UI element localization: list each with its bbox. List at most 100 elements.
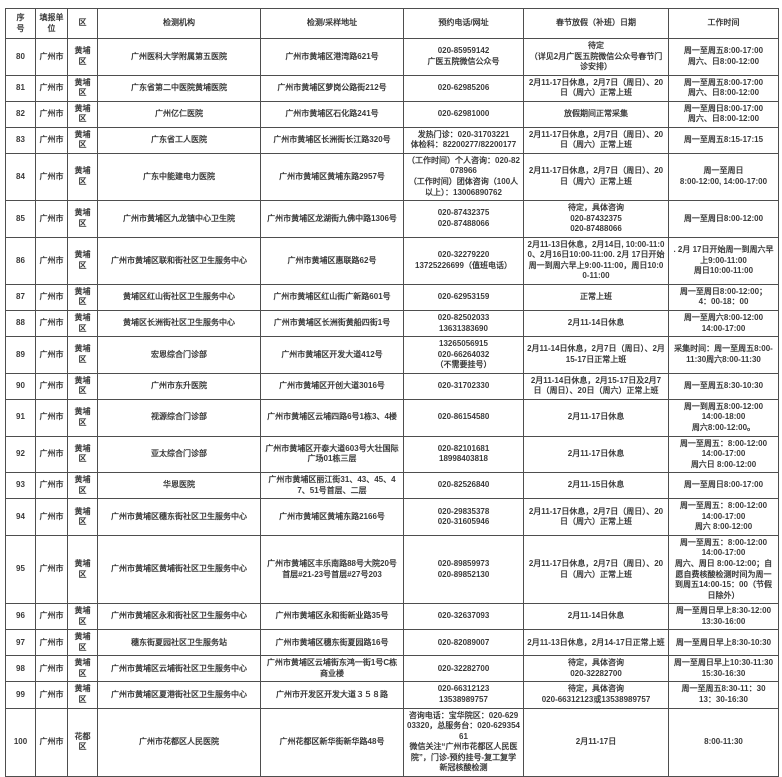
table-row: 99 广州市 黄埔区 广州市黄埔区夏港街社区卫生服务中心 广州市开发区开发大道３５８路 0… [5, 681, 779, 709]
cell-hours: 周一至周日 8:00-12:00, 14:00-17:00 [668, 152, 779, 202]
cell-district: 黄埔区 [67, 498, 98, 536]
column-header-addr: 检测/采样地址 [260, 8, 404, 39]
cell-holiday: 2月11-13日休息，2月14日, 10:00-11:00、2月16日10:00… [523, 236, 669, 285]
cell-no: 92 [5, 435, 36, 474]
column-header-unit: 填报单 位 [35, 8, 68, 39]
cell-hours: 周一至周日8:00-12:00； 4：00-18：00 [668, 283, 779, 312]
column-header-holiday: 春节放假（补班）日期 [523, 8, 669, 39]
cell-holiday: 待定，具体咨询 020-66312123或13538989757 [523, 681, 669, 709]
cell-org: 广东中能建电力医院 [97, 152, 261, 202]
cell-unit: 广州市 [35, 200, 68, 238]
cell-holiday: 2月11-14日休息 [523, 310, 669, 338]
cell-holiday: 2月11-17日休息，2月7日（周日）、20日（周六）正常上班 [523, 74, 669, 102]
cell-addr: 广州市黄埔区丽江街31、43、45、47、51号首层、二层 [260, 472, 404, 500]
cell-no: 89 [5, 336, 36, 374]
cell-unit: 广州市 [35, 283, 68, 312]
cell-hours: 周一至周五8:15-17:15 [668, 126, 779, 154]
testing-institutions-table-wrap: 序 号填报单 位区检测机构 检测/采样地址 预约电话/网址 春节放假（补班）日期 工作时… [5, 8, 779, 777]
cell-addr: 广州市黄埔区红山街广新路601号 [260, 283, 404, 312]
cell-no: 82 [5, 100, 36, 128]
cell-holiday: 2月11-17日休息，2月7日（周日）、20日（周六）正常上班 [523, 152, 669, 202]
cell-no: 88 [5, 310, 36, 338]
cell-hours: 周一至周日8:00-17:00 [668, 472, 779, 500]
cell-hours: 采集时间：周一至周五8:00-11:30周六8:00-11:30 [668, 336, 779, 374]
cell-org: 视源综合门诊部 [97, 398, 261, 437]
cell-phone: 020-32637093 [403, 603, 524, 631]
cell-unit: 广州市 [35, 152, 68, 202]
cell-hours: 周一至周五：8:00-12:00 14:00-17:00 周六 8:00-12:… [668, 498, 779, 536]
cell-hours: . 2月 17日开始周一到周六早上9:00-11:00 周日10:00-11:0… [668, 236, 779, 285]
cell-hours: 8:00-11:30 [668, 707, 779, 777]
cell-district: 黄埔区 [67, 655, 98, 683]
cell-holiday: 待定，具体咨询 020-32282700 [523, 655, 669, 683]
cell-unit: 广州市 [35, 336, 68, 374]
cell-org: 宏恩综合门诊部 [97, 336, 261, 374]
cell-unit: 广州市 [35, 498, 68, 536]
cell-org: 广州市黄埔区永和街社区卫生服务中心 [97, 603, 261, 631]
column-header-org: 检测机构 [97, 8, 261, 39]
cell-unit: 广州市 [35, 100, 68, 128]
cell-org: 广州市黄埔区九龙镇中心卫生院 [97, 200, 261, 238]
cell-unit: 广州市 [35, 126, 68, 154]
cell-no: 85 [5, 200, 36, 238]
cell-no: 100 [5, 707, 36, 777]
table-row: 92 广州市 黄埔区 亚太综合门诊部 广州市黄埔区开泰大道603号大壮国际广场01栋三层… [5, 435, 779, 474]
cell-addr: 广州市黄埔区萝岗公路街212号 [260, 74, 404, 102]
cell-phone: 13265056915 020-66264032 （不需要挂号） [403, 336, 524, 374]
cell-holiday: 待定 （详见2月广医五院微信公众号春节门诊安排） [523, 38, 669, 76]
table-row: 87 广州市 黄埔区 黄埔区红山街社区卫生服务中心 广州市黄埔区红山街广新路601号 02… [5, 283, 779, 312]
cell-addr: 广州市黄埔区开发大道412号 [260, 336, 404, 374]
cell-district: 黄埔区 [67, 283, 98, 312]
cell-unit: 广州市 [35, 74, 68, 102]
cell-unit: 广州市 [35, 472, 68, 500]
cell-holiday: 2月11-17日休息，2月7日（周日）、20日（周六）正常上班 [523, 498, 669, 536]
cell-no: 80 [5, 38, 36, 76]
cell-org: 黄埔区红山街社区卫生服务中心 [97, 283, 261, 312]
cell-addr: 广州市黄埔区港湾路621号 [260, 38, 404, 76]
cell-org: 广州市黄埔区黄埔街社区卫生服务中心 [97, 534, 261, 605]
cell-no: 90 [5, 372, 36, 400]
cell-hours: 周一至周五8:00-17:00 周六、日8:00-12:00 [668, 38, 779, 76]
cell-phone: 020-89859973 020-89852130 [403, 534, 524, 605]
cell-district: 黄埔区 [67, 38, 98, 76]
table-row: 98 广州市 黄埔区 广州市黄埔区云埔街社区卫生服务中心 广州市黄埔区云埔街东鸿一街1号… [5, 655, 779, 683]
header-row: 序 号填报单 位区检测机构 检测/采样地址 预约电话/网址 春节放假（补班）日期 工作时… [5, 8, 779, 39]
cell-district: 黄埔区 [67, 534, 98, 605]
cell-addr: 广州市黄埔区长洲街长江路320号 [260, 126, 404, 154]
table-row: 80 广州市 黄埔区 广州医科大学附属第五医院 广州市黄埔区港湾路621号 020-859… [5, 38, 779, 76]
cell-org: 穗东街夏园社区卫生服务站 [97, 629, 261, 657]
cell-phone: 020-62981000 [403, 100, 524, 128]
cell-org: 广州市花都区人民医院 [97, 707, 261, 777]
cell-district: 花都区 [67, 707, 98, 777]
cell-addr: 广州市黄埔区石化路241号 [260, 100, 404, 128]
cell-org: 广州市东升医院 [97, 372, 261, 400]
cell-district: 黄埔区 [67, 100, 98, 128]
cell-hours: 周一至周日早上8:30-10:30 [668, 629, 779, 657]
cell-hours: 周一至周五8:00-17:00 周六、日8:00-12:00 [668, 74, 779, 102]
cell-holiday: 2月11-13日休息，2月14-17日正常上班 [523, 629, 669, 657]
table-row: 94 广州市 黄埔区 广州市黄埔区穗东街社区卫生服务中心 广州市黄埔区黄埔东路2166号… [5, 498, 779, 536]
cell-phone: 020-82502033 13631383690 [403, 310, 524, 338]
cell-unit: 广州市 [35, 629, 68, 657]
cell-hours: 周一至周日早上10:30-11:30 15:30-16:30 [668, 655, 779, 683]
cell-org: 广州亿仁医院 [97, 100, 261, 128]
cell-org: 广州市黄埔区夏港街社区卫生服务中心 [97, 681, 261, 709]
cell-addr: 广州市黄埔区黄埔东路2957号 [260, 152, 404, 202]
cell-no: 98 [5, 655, 36, 683]
cell-hours: 周一至周五8:30-10:30 [668, 372, 779, 400]
cell-phone: 020-82089007 [403, 629, 524, 657]
cell-no: 99 [5, 681, 36, 709]
cell-district: 黄埔区 [67, 372, 98, 400]
cell-unit: 广州市 [35, 372, 68, 400]
cell-phone: 020-29835378 020-31605946 [403, 498, 524, 536]
cell-district: 黄埔区 [67, 200, 98, 238]
cell-no: 94 [5, 498, 36, 536]
table-row: 81 广州市 黄埔区 广东省第二中医院黄埔医院 广州市黄埔区萝岗公路街212号 020-6… [5, 74, 779, 102]
cell-org: 黄埔区长洲街社区卫生服务中心 [97, 310, 261, 338]
cell-district: 黄埔区 [67, 74, 98, 102]
cell-addr: 广州市黄埔区云埔四路6号1栋3、4楼 [260, 398, 404, 437]
cell-hours: 周一至周五8:30-11：30 13：30-16:30 [668, 681, 779, 709]
cell-phone: 020-32279220 13725226699（值班电话） [403, 236, 524, 285]
cell-org: 华恩医院 [97, 472, 261, 500]
cell-phone: 020-85959142 广医五院微信公众号 [403, 38, 524, 76]
